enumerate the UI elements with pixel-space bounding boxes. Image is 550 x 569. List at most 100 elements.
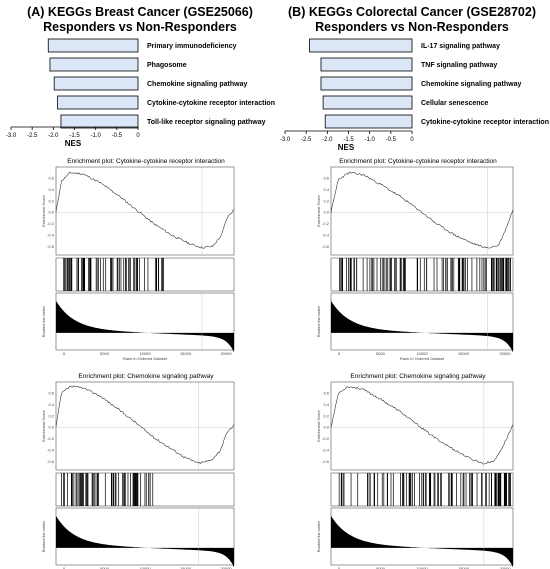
panel-a-bar-label-0: Primary immunodeficiency xyxy=(147,43,237,50)
panel-b-plot1-es-ytick-2: 0.2 xyxy=(323,198,329,203)
panel-b-plot1-rank-frame xyxy=(330,292,514,351)
panel-a-plot1-es-ytick-6: -0.6 xyxy=(47,244,55,249)
panel-b-title-line1: (B) KEGGs Colorectal Cancer (GSE28702) xyxy=(288,5,536,19)
panel-a-plot2-es-ylabel: Enrichment Score xyxy=(41,409,46,442)
panel-b-plot2-es-curve xyxy=(330,386,514,465)
panel-a-plot1-xtick-2: 10000 xyxy=(139,351,151,356)
panel-b-title-line2: Responders vs Non-Responders xyxy=(315,20,509,34)
panel-b-plot1-es-curve xyxy=(330,171,514,249)
panel-b-tick-label-2: -2.0 xyxy=(322,137,333,143)
panel-a-plot1-xtick-1: 5000 xyxy=(100,351,110,356)
panel-b-bar-label-0: IL-17 signaling pathway xyxy=(421,43,500,50)
panel-a-plot2-es-ytick-4: -0.2 xyxy=(47,436,55,441)
panel-b-plot1-title: Enrichment plot: Cytokine-cytokine recep… xyxy=(339,158,497,165)
panel-b-plot2-es-ylabel: Enrichment Score xyxy=(316,409,321,442)
panel-b-tick-label-3: -1.5 xyxy=(343,137,354,143)
panel-a-tick-label-1: -2.5 xyxy=(27,133,38,139)
panel-a-plot1-rank-area xyxy=(56,300,234,353)
panel-a-plot2-es-frame xyxy=(55,381,235,471)
panel-a-plot1-hits-frame xyxy=(55,257,235,292)
panel-b-plot2-es-ytick-5: -0.4 xyxy=(322,447,330,452)
panel-a-plot1-es-ytick-5: -0.4 xyxy=(47,232,55,237)
panel-b-plot1-es-ytick-4: -0.2 xyxy=(322,221,330,226)
panel-b-enrichment-plot-2: 0.6 0.4 0.2 0.0 -0.2 -0.4 -0.6 Enrichment Score… xyxy=(316,381,514,569)
panel-b-bar-4 xyxy=(324,114,413,129)
panel-b-nes-label: NES xyxy=(338,143,355,152)
panel-a-plot2-es-ytick-2: 0.2 xyxy=(48,413,54,418)
panel-b-bar-0 xyxy=(309,38,413,53)
panel-b-plot1-rank-area xyxy=(331,300,513,353)
panel-a-tick-label-6: 0 xyxy=(136,133,140,139)
panel-b-plot1-xtick-2: 10000 xyxy=(416,351,428,356)
panel-b-plot1-hits-frame xyxy=(330,257,514,292)
panel-b-tick-label-4: -1.0 xyxy=(364,137,375,143)
panel-a-plot1-es-curve xyxy=(55,172,235,249)
panel-a-plot1-rank-ylabel: Ranked list metric xyxy=(41,306,46,338)
panel-a-plot2-es-ytick-1: 0.4 xyxy=(48,402,54,407)
panel-a-plot2-es-ytick-3: 0.0 xyxy=(48,425,54,430)
panel-a-plot1-rank-frame xyxy=(55,292,235,351)
panel-a-plot2-es-ytick-5: -0.4 xyxy=(47,447,55,452)
panel-b-bar-label-3: Cellular senescence xyxy=(421,100,488,107)
panel-b-tick-label-0: -3.0 xyxy=(280,137,291,143)
panel-a-plot2-es-ytick-6: -0.6 xyxy=(47,459,55,464)
panel-b-tick-label-1: -2.5 xyxy=(301,137,312,143)
panel-a-tick-label-2: -2.0 xyxy=(48,133,59,139)
panel-a-plot1-title: Enrichment plot: Cytokine-cytokine recep… xyxy=(67,158,225,165)
panel-b-bar-3 xyxy=(322,95,413,110)
panel-a-bar-2 xyxy=(53,76,139,91)
panel-a-plot1-es-ytick-4: -0.2 xyxy=(47,221,55,226)
panel-a-tick-label-5: -0.5 xyxy=(112,133,123,139)
panel-a-plot1-es-ytick-3: 0.0 xyxy=(48,210,54,215)
panel-a-tick-label-4: -1.0 xyxy=(90,133,101,139)
panel-a-bar-1 xyxy=(49,57,139,72)
panel-a-bar-label-2: Chemokine signaling pathway xyxy=(147,81,247,88)
panel-a-plot1-xtick-3: 15000 xyxy=(180,351,192,356)
panel-a-bar-3 xyxy=(57,95,139,110)
panel-b-plot1-es-ytick-1: 0.4 xyxy=(323,187,329,192)
panel-b-plot1-xlabel: Rank in Ordered Dataset xyxy=(400,356,445,361)
panel-a-plot2-es-ytick-0: 0.6 xyxy=(48,391,54,396)
panel-a-plot1-es-ytick-2: 0.2 xyxy=(48,198,54,203)
panel-b-bar-2 xyxy=(320,76,413,91)
panel-b-plot2-es-ytick-4: -0.2 xyxy=(322,436,330,441)
panel-b-plot2-xtick-3: 15000 xyxy=(458,566,470,569)
panel-a-tick-label-3: -1.5 xyxy=(69,133,80,139)
panel-b-plot1-xtick-1: 5000 xyxy=(376,351,386,356)
panel-a-plot2-rank-area xyxy=(56,515,234,568)
panel-a-plot2-xtick-4: 20000 xyxy=(220,566,232,569)
panel-a-title-line2: Responders vs Non-Responders xyxy=(43,20,237,34)
panel-a-plot1-es-ytick-0: 0.6 xyxy=(48,176,54,181)
panel-a-plot2-rank-frame xyxy=(55,507,235,566)
panel-b-plot1-es-ytick-3: 0.0 xyxy=(323,210,329,215)
panel-a-bar-4 xyxy=(60,114,139,129)
panel-a-plot1-es-ylabel: Enrichment Score xyxy=(41,194,46,227)
panel-b-enrichment-plot-1: 0.6 0.4 0.2 0.0 -0.2 -0.4 -0.6 Enrichment Score… xyxy=(316,166,514,361)
panel-a-plot1-es-frame xyxy=(55,166,235,256)
panel-a-plot2-rank-ylabel: Ranked list metric xyxy=(41,521,46,553)
panel-a-plot2-title: Enrichment plot: Chemokine signaling pat… xyxy=(78,373,214,380)
panel-a-bar-0 xyxy=(47,38,139,53)
panel-a-plot2-xtick-1: 5000 xyxy=(100,566,110,569)
panel-b-bar-chart: IL-17 signaling pathway TNF signaling pat… xyxy=(280,38,549,143)
panel-b-plot2-es-ytick-1: 0.4 xyxy=(323,402,329,407)
panel-a-plot1-xtick-4: 20000 xyxy=(220,351,232,356)
panel-b-bar-label-4: Cytokine-cytokine receptor interaction xyxy=(421,119,549,126)
panel-b-plot2-title: Enrichment plot: Chemokine signaling pat… xyxy=(350,373,486,380)
panel-b-plot2-es-frame xyxy=(330,381,514,471)
panel-b-plot1-xtick-3: 15000 xyxy=(458,351,470,356)
panel-a-tick-label-0: -3.0 xyxy=(6,133,17,139)
panel-a-plot1-xtick-0: 0 xyxy=(63,351,66,356)
panel-b-bar-1 xyxy=(320,57,413,72)
panel-a-plot1-es-ytick-1: 0.4 xyxy=(48,187,54,192)
panel-b-plot2-es-ytick-3: 0.0 xyxy=(323,425,329,430)
panel-b-plot2-xtick-0: 0 xyxy=(338,566,341,569)
panel-a-bar-label-4: Toll-like receptor signaling pathway xyxy=(147,119,266,126)
panel-a-bar-label-1: Phagosome xyxy=(147,62,187,69)
panel-b-plot1-rank-ylabel: Ranked list metric xyxy=(316,306,321,338)
panel-b-plot1-es-ylabel: Enrichment Score xyxy=(316,194,321,227)
panel-b-tick-label-6: 0 xyxy=(410,137,414,143)
panel-a-plot2-es-curve xyxy=(55,385,235,464)
panel-b-plot1-xtick-4: 20000 xyxy=(499,351,511,356)
